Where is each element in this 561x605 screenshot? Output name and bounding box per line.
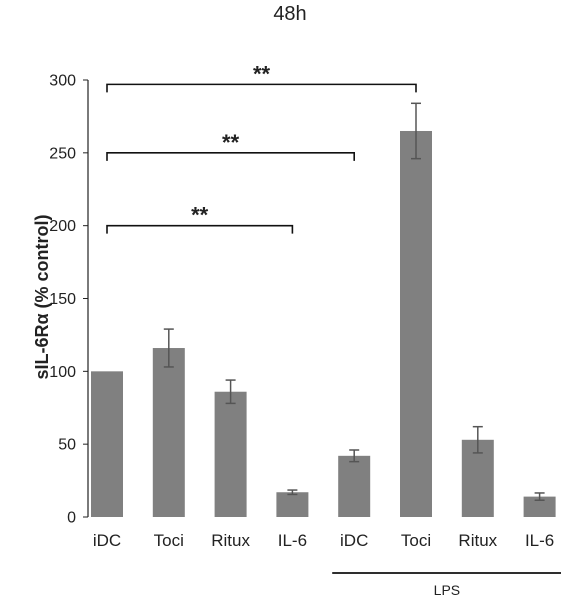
bracket-line [106,152,355,161]
group-1: LPS [332,572,561,598]
x-tick-label: Ritux [211,531,250,550]
error-bar-8 [534,492,545,501]
bracket-line [106,83,417,93]
significance-bracket-3: ** [106,61,417,93]
significance-label: ** [191,203,209,228]
x-tick-label: Toci [154,531,184,550]
error-bar-6 [411,102,421,160]
bar-2 [152,348,185,517]
y-tick-label: 200 [49,218,76,235]
y-ticks: 0 50 100 150 200 250 300 [49,73,88,527]
bar-4 [276,492,309,517]
significance-label: ** [222,130,240,155]
x-tick-label: Ritux [458,531,497,550]
group-labels: LPS [332,572,561,598]
x-tick-label: iDC [340,531,368,550]
y-tick-label: 50 [58,437,76,454]
y-axis-label: sIL-6Rα (% control) [32,214,52,379]
error-bar-4 [287,489,298,496]
x-tick-label: IL-6 [525,531,554,550]
significance-bracket-1: ** [106,203,294,234]
significance-label: ** [253,61,271,86]
y-tick-label: 0 [67,510,76,527]
x-tick-label: iDC [93,531,121,550]
bar-1 [91,371,123,517]
error-bar-5 [349,449,360,463]
y-tick-label: 100 [49,364,76,381]
bracket-line [106,224,294,234]
group-label: LPS [434,582,460,598]
y-tick-label: 300 [49,73,76,90]
significance-bracket-2: ** [106,130,355,161]
significance-brackets: ** ** ** [106,61,417,234]
bar-3 [214,391,247,517]
bar-5 [338,455,371,517]
chart-title: 48h [273,3,306,25]
error-bar-2 [163,328,174,368]
x-tick-label: Toci [401,531,431,550]
bar-8 [523,496,556,517]
error-bar-7 [472,425,483,454]
x-tick-label: IL-6 [278,531,307,550]
y-tick-label: 250 [49,145,76,162]
bars [91,130,556,517]
error-bar-3 [225,379,236,405]
bar-6 [400,130,432,517]
error-bars [163,102,545,501]
y-tick-label: 150 [49,291,76,308]
x-tick-labels: iDC Toci Ritux IL-6 iDC Toci Ritux IL-6 [93,531,554,550]
